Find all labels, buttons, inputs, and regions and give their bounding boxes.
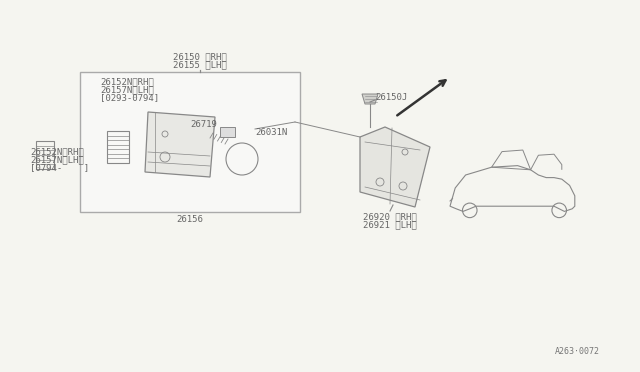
Polygon shape [360,127,430,207]
Text: [0293-0794]: [0293-0794] [100,93,159,103]
Text: 26150J: 26150J [375,93,407,102]
Polygon shape [145,112,215,177]
Bar [220,127,235,137]
Text: 26156: 26156 [177,215,204,224]
Text: 26719: 26719 [190,119,217,128]
Text: 26031N: 26031N [255,128,287,137]
Text: 26921 〈LH〉: 26921 〈LH〉 [363,221,417,230]
Text: 26157N〈LH〉: 26157N〈LH〉 [100,86,154,94]
Polygon shape [362,94,378,104]
Text: A263·0072: A263·0072 [555,347,600,356]
Text: 26157N〈LH〉: 26157N〈LH〉 [30,155,84,164]
Text: 26150 〈RH〉: 26150 〈RH〉 [173,52,227,61]
Bar [80,72,300,212]
Text: 26920 〈RH〉: 26920 〈RH〉 [363,212,417,221]
Text: [0794-    ]: [0794- ] [30,164,89,173]
Text: 26152N〈RH〉: 26152N〈RH〉 [30,148,84,157]
Text: 26155 〈LH〉: 26155 〈LH〉 [173,61,227,70]
Text: 26152N〈RH〉: 26152N〈RH〉 [100,77,154,87]
